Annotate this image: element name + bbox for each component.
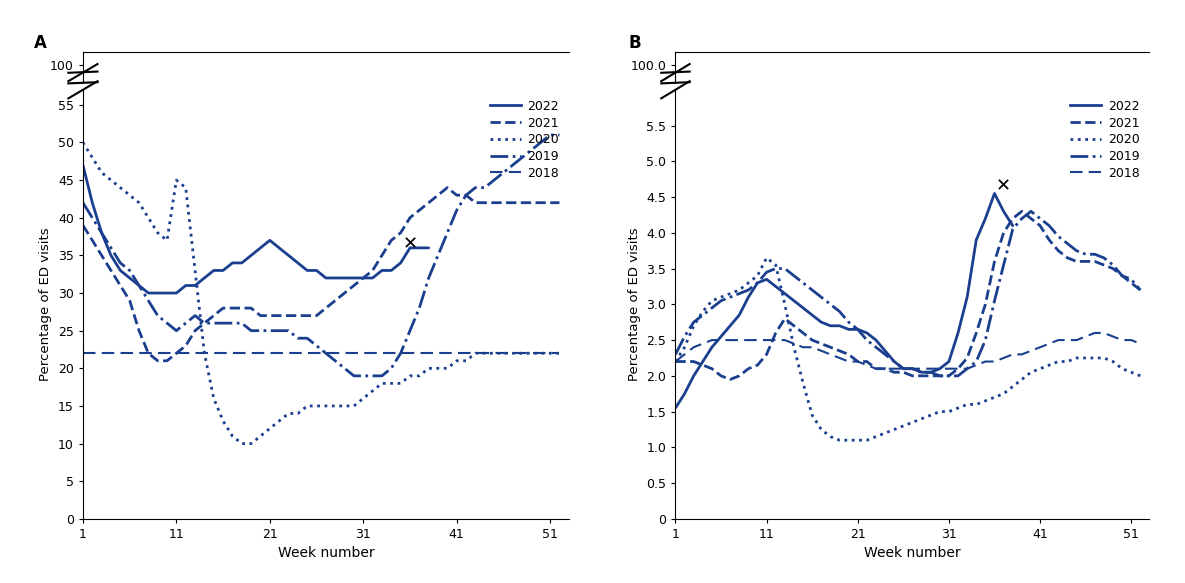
X-axis label: Week number: Week number xyxy=(277,546,374,560)
X-axis label: Week number: Week number xyxy=(864,546,961,560)
Y-axis label: Percentage of ED visits: Percentage of ED visits xyxy=(628,227,641,381)
Text: A: A xyxy=(34,34,47,52)
Text: ✕: ✕ xyxy=(997,177,1011,195)
Legend: 2022, 2021, 2020, 2019, 2018: 2022, 2021, 2020, 2019, 2018 xyxy=(486,96,563,184)
Legend: 2022, 2021, 2020, 2019, 2018: 2022, 2021, 2020, 2019, 2018 xyxy=(1066,96,1144,184)
Text: B: B xyxy=(628,34,641,52)
Text: ✕: ✕ xyxy=(403,235,417,253)
Y-axis label: Percentage of ED visits: Percentage of ED visits xyxy=(39,227,52,381)
